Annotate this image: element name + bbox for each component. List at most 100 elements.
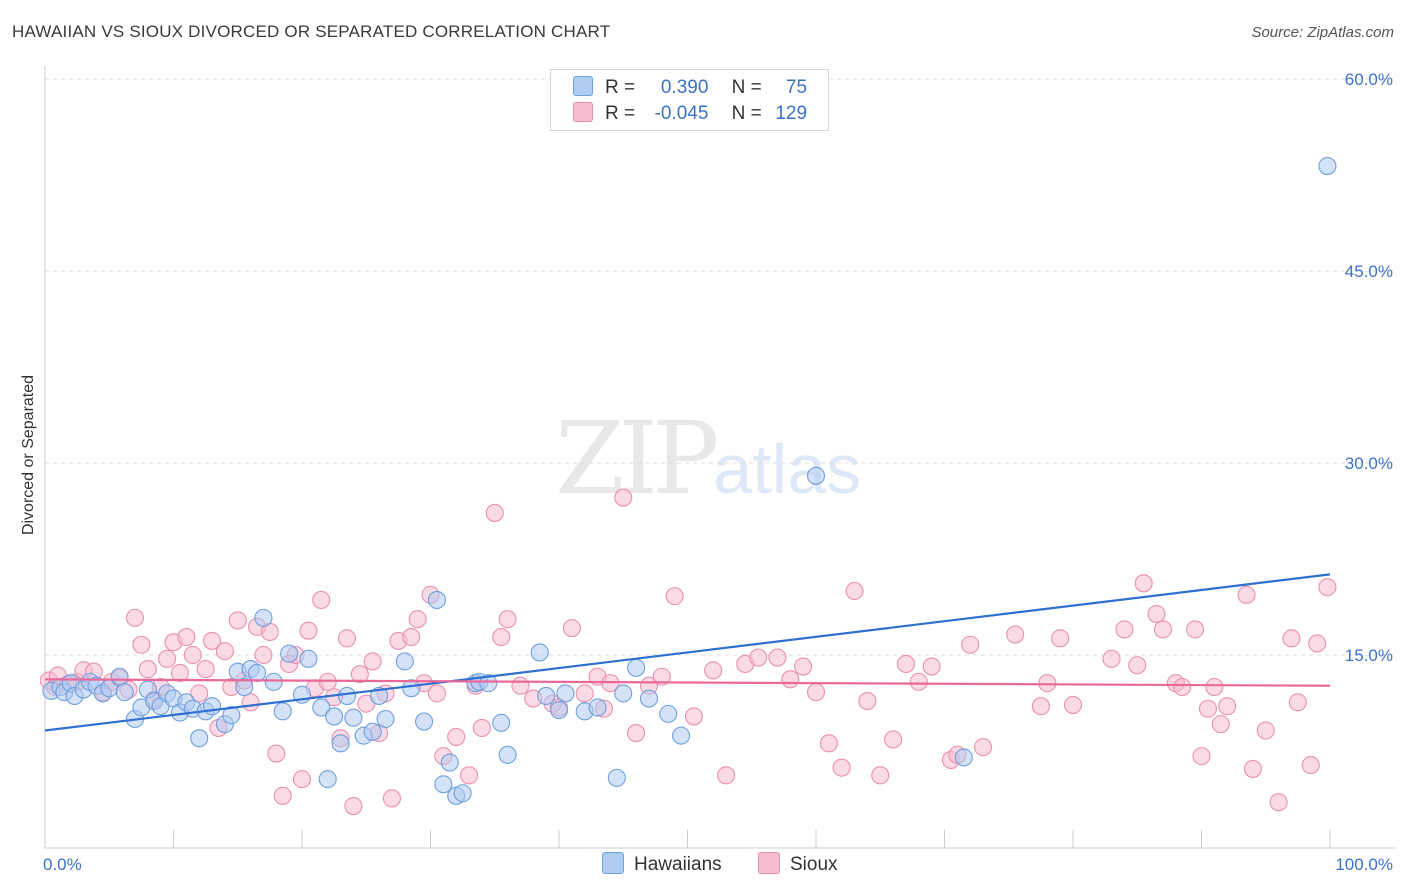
hawaiian-point [537,686,556,706]
sioux-point [511,676,530,695]
sioux-point [177,628,196,647]
sioux-point [254,645,273,665]
hawaiian-point [312,698,331,717]
sioux-point [973,738,993,757]
sioux-point [1218,697,1237,716]
hawaiian-point [492,713,511,732]
hawaiian-point [530,643,549,662]
r-value: -0.045 [654,103,709,124]
y-axis-label: Divorced or Separated [20,375,37,535]
legend-item-sioux[interactable]: Sioux [758,852,838,876]
n-label: N = [731,77,762,98]
hawaiian-point [363,722,382,741]
tick-labels: 15.0% 30.0% 45.0% 60.0% 0.0% 100.0% [43,70,1393,874]
sioux-points [39,488,1337,816]
sioux-swatch [758,852,780,874]
sioux-point [1186,620,1205,639]
sioux-point [781,670,800,689]
x-tick-label: 0.0% [43,855,82,874]
sioux-point [1256,721,1275,740]
sioux-point [241,693,260,712]
sioux-point [562,619,581,638]
hawaiian-point [427,590,446,610]
sioux-point [447,727,466,746]
y-tick-label: 15.0% [1345,646,1393,665]
grid-lines [45,78,1395,656]
hawaiian-point [254,608,273,627]
sioux-point [337,629,357,648]
hawaiian-point [498,745,517,764]
sioux-point [704,661,723,680]
sioux-point [459,766,479,785]
sioux-point [267,744,286,763]
r-value: 0.390 [660,77,709,98]
sioux-point [716,766,736,785]
sioux-point [575,684,594,703]
sioux-point [1115,620,1134,639]
hawaiian-point [190,729,209,748]
axes [44,66,1395,849]
hawaiian-point [607,768,626,787]
sioux-point [203,631,222,650]
sioux-point [363,652,382,671]
hawaiian-point [331,734,350,753]
hawaiians-swatch [573,76,593,96]
legend-row-sioux: R = -0.045 N = 129 [573,102,807,126]
stats-legend: R = 0.390 N = 75 R = -0.045 N = 129 [550,69,829,131]
sioux-point [1318,578,1337,597]
sioux-point [402,628,421,647]
sioux-point [1282,629,1301,648]
hawaiian-point [672,726,691,745]
hawaiian-point [203,697,222,716]
hawaiian-point [954,748,973,767]
hawaiian-point [280,644,299,663]
hawaiian-point [337,686,357,706]
sioux-point [871,766,890,785]
hawaiian-point [415,712,434,731]
hawaiian-point [440,753,459,772]
sioux-point [1308,634,1327,653]
sioux-point [1102,649,1121,668]
hawaiian-point [402,679,421,698]
y-tick-label: 45.0% [1345,262,1393,281]
sioux-point [768,648,787,667]
hawaiian-point [264,672,283,691]
sioux-point [896,654,916,674]
watermark: ZIPatlas [555,400,861,517]
sioux-point [196,660,215,679]
hawaiian-point [1318,156,1337,176]
sioux-point [1269,793,1288,812]
sioux-point [292,770,312,789]
sioux-point [318,672,337,691]
hawaiian-point [247,663,267,682]
sioux-point [832,758,851,777]
sioux-point [1031,697,1050,716]
hawaiian-point [222,706,241,725]
legend-item-hawaiians[interactable]: Hawaiians [602,852,722,876]
sioux-point [1006,625,1025,644]
sioux-point [884,730,903,749]
sioux-point [684,707,703,726]
hawaiians-swatch [602,852,624,874]
sioux-point [1051,629,1070,648]
sioux-point [273,786,292,805]
legend-label: Sioux [790,854,838,875]
watermark-atlas: atlas [713,430,862,508]
hawaiian-point [614,684,633,703]
sioux-point [228,611,247,630]
hawaiian-point [344,708,363,727]
sioux-point [1243,759,1262,778]
sioux-point [382,789,402,808]
hawaiian-point [434,775,453,794]
n-label: N = [731,103,762,124]
sioux-point [922,657,941,676]
r-label: R = [605,77,636,98]
n-value: 129 [775,103,808,124]
source-label: Source: ZipAtlas.com [1251,24,1394,41]
y-tick-label: 30.0% [1345,454,1393,473]
hawaiian-point [376,709,395,729]
hawaiian-point [639,689,659,708]
chart-title: HAWAIIAN VS SIOUX DIVORCED OR SEPARATED … [12,22,611,41]
hawaiian-point [806,466,826,485]
